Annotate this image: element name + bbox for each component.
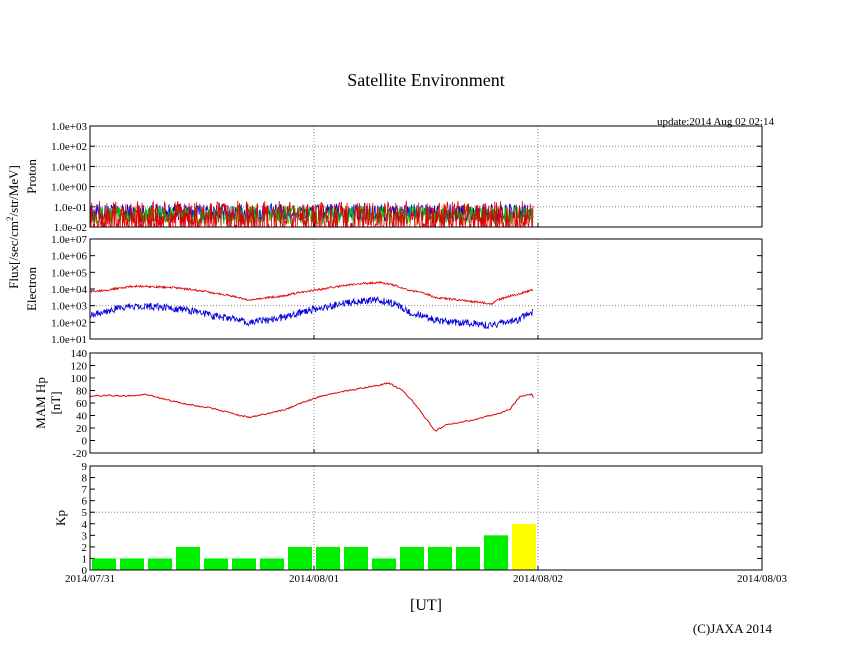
y-tick-label: 1.0e+05: [51, 267, 87, 279]
chart-title: Satellite Environment: [347, 70, 504, 90]
y-tick-label: 1.0e+03: [51, 121, 87, 133]
y-tick-label: 9: [82, 461, 88, 473]
kp-bar: [316, 546, 340, 570]
electron-panel: 1.0e+01 1.0e+02 1.0e+03 1.0e+04 1.0e+05 1.0e+…: [24, 234, 763, 346]
proton-panel: 1.0e-02 1.0e-01 1.0e+00 1.0e+01 1.0e+02 1.0e+…: [24, 121, 763, 234]
kp-bar: [512, 523, 536, 570]
kp-bar: [400, 546, 424, 570]
y-tick-label: 5: [82, 507, 88, 519]
y-tick-label: 1.0e+07: [51, 234, 87, 246]
y-tick-label: 4: [82, 519, 88, 531]
proton-series-red: [89, 200, 534, 229]
mam-hp-series-red: [89, 382, 534, 432]
flux-label-superscript: 2: [5, 216, 15, 221]
proton-frame: [89, 125, 763, 228]
y-tick-label: 1.0e+06: [51, 251, 87, 263]
y-tick-label: 140: [71, 348, 88, 360]
electron-series-blue: [89, 296, 533, 329]
kp-bar: [148, 558, 172, 570]
y-tick-label: 20: [76, 423, 88, 435]
flux-label-part2: /str/MeV]: [6, 165, 21, 216]
y-tick-label: 1: [82, 553, 88, 565]
update-timestamp: update:2014 Aug 02 02:14: [657, 116, 775, 128]
y-tick-label: 7: [82, 484, 88, 496]
y-tick-label: 1.0e+01: [51, 161, 87, 173]
kp-bar: [204, 558, 228, 570]
x-tick-label: 2014/08/03: [737, 573, 788, 585]
kp-bar: [344, 546, 368, 570]
kp-bar: [372, 558, 396, 570]
y-tick-label: 1.0e+03: [51, 301, 87, 313]
electron-frame: [89, 238, 763, 340]
kp-bar: [232, 558, 256, 570]
proton-axis-label: Proton: [24, 159, 39, 194]
kp-bar: [92, 558, 116, 570]
mam-hp-frame: [89, 352, 763, 454]
x-axis-title: [UT]: [410, 597, 442, 614]
y-tick-label: 1.0e-02: [54, 222, 87, 234]
kp-bar: [260, 558, 284, 570]
x-tick-label: 2014/07/31: [65, 573, 115, 585]
kp-axis-label: Kp: [53, 510, 68, 526]
y-tick-label: 0: [82, 436, 88, 448]
y-tick-label: 60: [76, 398, 88, 410]
plot-panels: 1.0e-021.0e-011.0e+001.0e+011.0e+021.0e+…: [24, 121, 788, 585]
flux-axis-label: Flux[/sec/cm2/str/MeV]: [5, 165, 21, 289]
y-tick-label: 100: [71, 373, 88, 385]
electron-series-red: [89, 280, 534, 306]
y-tick-label: 1.0e+00: [51, 182, 87, 194]
y-tick-label: 1.0e+01: [51, 334, 87, 346]
kp-bar: [484, 535, 508, 570]
y-tick-label: 1.0e+02: [51, 317, 87, 329]
y-tick-label: 6: [82, 496, 88, 508]
kp-bar: [428, 546, 452, 570]
y-tick-label: 80: [76, 386, 88, 398]
kp-bar: [120, 558, 144, 570]
y-tick-label: 1.0e-01: [54, 202, 87, 214]
electron-axis-label: Electron: [24, 266, 39, 311]
x-tick-label: 2014/08/01: [289, 573, 339, 585]
y-tick-label: 40: [76, 411, 88, 423]
kp-bar: [176, 546, 200, 570]
copyright-notice: (C)JAXA 2014: [693, 621, 773, 636]
y-tick-label: 2: [82, 542, 88, 554]
kp-bar: [456, 546, 480, 570]
mam-hp-axis-unit: [nT]: [48, 391, 63, 414]
y-tick-label: -20: [72, 448, 87, 460]
flux-label-part1: Flux[/sec/cm: [6, 221, 21, 289]
kp-bar: [288, 546, 312, 570]
y-tick-label: 0: [82, 565, 88, 577]
y-tick-label: 3: [82, 530, 88, 542]
kp-frame: [89, 465, 763, 571]
y-tick-label: 1.0e+02: [51, 141, 87, 153]
y-tick-label: 1.0e+04: [51, 284, 87, 296]
y-tick-label: 8: [82, 473, 88, 485]
x-tick-label: 2014/08/02: [513, 573, 563, 585]
y-tick-label: 120: [71, 361, 88, 373]
mam-hp-axis-label: MAM Hp: [33, 377, 48, 429]
